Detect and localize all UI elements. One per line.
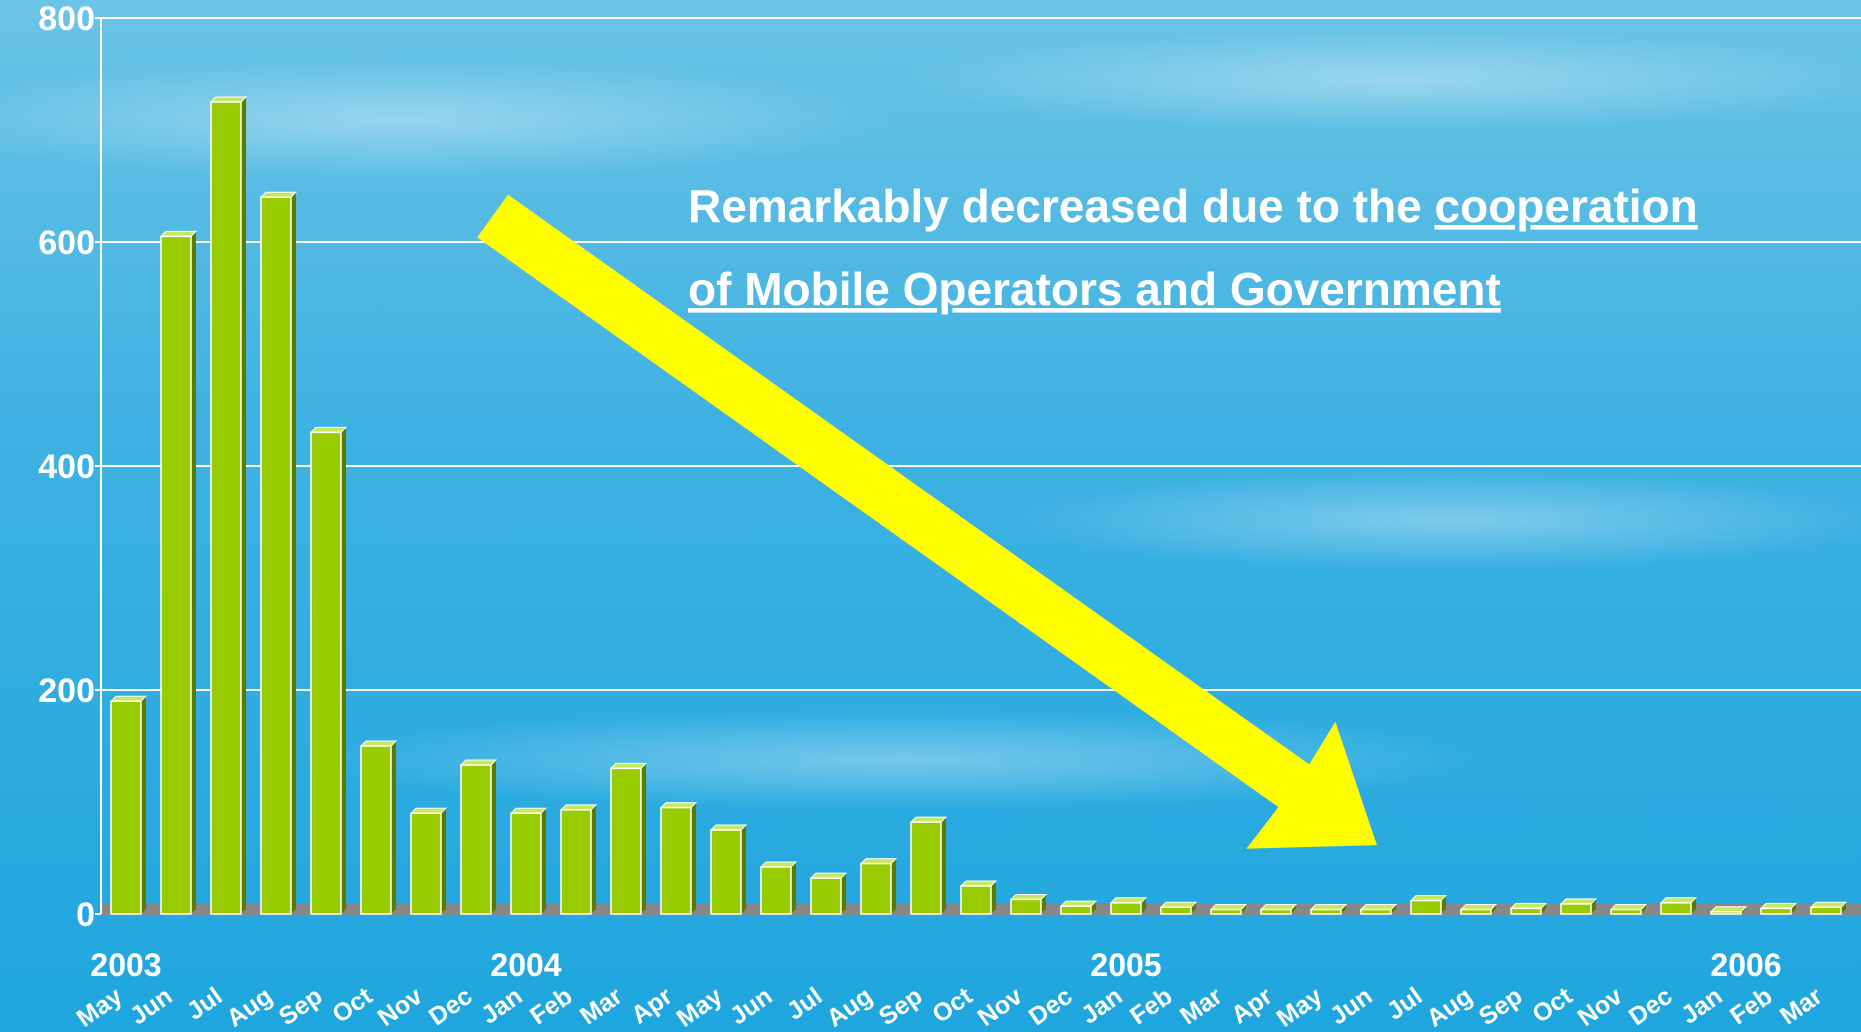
bar [610, 767, 642, 915]
bar [210, 101, 242, 915]
bar-side [591, 804, 596, 914]
bar-side [1341, 904, 1346, 914]
cloud [900, 30, 1861, 130]
bar-side [1791, 903, 1796, 914]
trend-arrow [477, 194, 1377, 849]
annotation: of Mobile Operators and Government [688, 263, 1501, 315]
bar-side [1491, 904, 1496, 914]
bar [660, 806, 692, 915]
bar [1010, 898, 1042, 915]
bar [1760, 907, 1792, 915]
bar-top [659, 802, 698, 809]
bar-side [641, 763, 646, 914]
y-tick-label: 200 [38, 672, 95, 710]
year-label: 2003 [90, 947, 161, 983]
bar [510, 812, 542, 915]
bar [1610, 908, 1642, 915]
bar [760, 866, 792, 915]
arrow-group [477, 194, 1377, 849]
bar-top [1009, 893, 1048, 900]
bar [960, 885, 992, 915]
y-tick-label: 400 [38, 448, 95, 486]
bar-side [841, 873, 846, 914]
y-tick-label: 0 [76, 896, 95, 934]
bar-side [391, 741, 396, 914]
bar-side [341, 427, 346, 914]
bar-side [1841, 902, 1846, 914]
bar-side [441, 808, 446, 914]
bar [860, 862, 892, 915]
bar [1210, 908, 1242, 915]
bar [260, 196, 292, 915]
bar-side [1241, 904, 1246, 914]
bar [460, 764, 492, 915]
bar-side [291, 192, 296, 914]
bar-side [1641, 904, 1646, 914]
bar [710, 829, 742, 915]
bar-side [1191, 902, 1196, 914]
bar [1810, 906, 1842, 915]
bar-top [409, 807, 448, 814]
bar [110, 700, 142, 915]
bar [810, 877, 842, 915]
bar [1560, 903, 1592, 915]
year-label: 2006 [1710, 947, 1781, 983]
y-tick-label: 800 [38, 0, 95, 38]
bar-side [491, 760, 496, 914]
y-tick-label: 600 [38, 224, 95, 262]
bar-side [191, 231, 196, 914]
year-label: 2005 [1090, 947, 1161, 983]
bar-side [741, 825, 746, 914]
bar-top [859, 858, 898, 865]
bar [1260, 908, 1292, 915]
bar-top [309, 426, 348, 433]
bar [1510, 907, 1542, 915]
bar [560, 809, 592, 915]
bar [160, 235, 192, 915]
bar-top [559, 804, 598, 811]
bar-side [691, 802, 696, 914]
bar [410, 812, 442, 915]
bar-side [1391, 904, 1396, 914]
bar-side [141, 696, 146, 914]
bar [1360, 908, 1392, 915]
bar [1410, 899, 1442, 915]
bar [1660, 902, 1692, 915]
bar-side [941, 817, 946, 914]
bar [360, 745, 392, 915]
annotation: Remarkably decreased due to the cooperat… [688, 180, 1698, 232]
bar [1110, 902, 1142, 915]
bar [1710, 911, 1742, 915]
bar-side [791, 861, 796, 914]
bar [310, 431, 342, 915]
bar-side [991, 881, 996, 914]
bar-side [1441, 895, 1446, 914]
bar-side [1541, 903, 1546, 914]
bar-top [759, 861, 798, 868]
bar [1160, 906, 1192, 915]
bar-top [509, 807, 548, 814]
annotation-text: Remarkably decreased due to the [688, 180, 1435, 232]
bar [910, 821, 942, 915]
annotation-text: cooperation [1435, 180, 1698, 232]
bar-side [891, 858, 896, 914]
bar-side [241, 97, 246, 914]
bar [1060, 905, 1092, 915]
bar-side [1041, 894, 1046, 914]
bar [1310, 908, 1342, 915]
bars [109, 96, 1848, 915]
bar-top [109, 695, 148, 702]
cloud [1000, 470, 1861, 570]
bar-side [541, 808, 546, 914]
bar [1460, 908, 1492, 915]
bar-side [1091, 901, 1096, 914]
bar-side [1291, 904, 1296, 914]
year-label: 2004 [490, 947, 561, 983]
